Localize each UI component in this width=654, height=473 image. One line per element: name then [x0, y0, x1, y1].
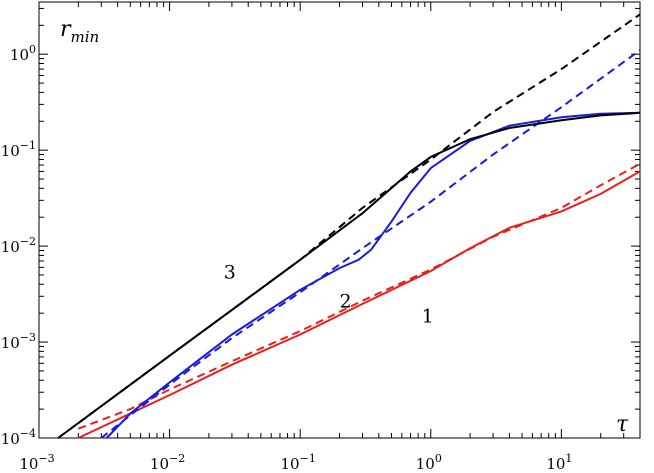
x-tick-label: 10−3: [19, 452, 54, 473]
y-axis-label-subscript: min: [71, 28, 100, 46]
series-3-solid-line: [57, 111, 641, 439]
y-tick-label: 10−1: [1, 139, 36, 160]
x-tick-label: 100: [416, 452, 442, 473]
y-tick-label: 10−2: [1, 235, 36, 256]
series-2-solid-line: [105, 111, 641, 439]
x-axis-label: τ: [616, 412, 629, 437]
curves: [57, 13, 641, 439]
curve-label-1: 1: [422, 305, 434, 327]
ticks: [38, 2, 641, 439]
series-2-dashed-line: [100, 49, 641, 439]
labels: 10−3 10−2 10−1 100 101 10−4 10−3 10−2 10−1 100 1 2 3: [1, 43, 573, 473]
y-tick-label: 100: [10, 43, 36, 64]
series-1-solid-line: [77, 170, 641, 439]
y-tick-label: 10−4: [1, 427, 36, 448]
x-tick-label: 10−2: [150, 452, 185, 473]
x-tick-label: 101: [546, 452, 572, 473]
y-axis-label: rmin: [60, 17, 99, 46]
x-tick-label: 10−1: [281, 452, 316, 473]
y-tick-label: 10−3: [1, 331, 36, 352]
curve-label-3: 3: [224, 261, 236, 283]
curve-label-2: 2: [340, 290, 352, 312]
plot-frame: [38, 1, 641, 439]
